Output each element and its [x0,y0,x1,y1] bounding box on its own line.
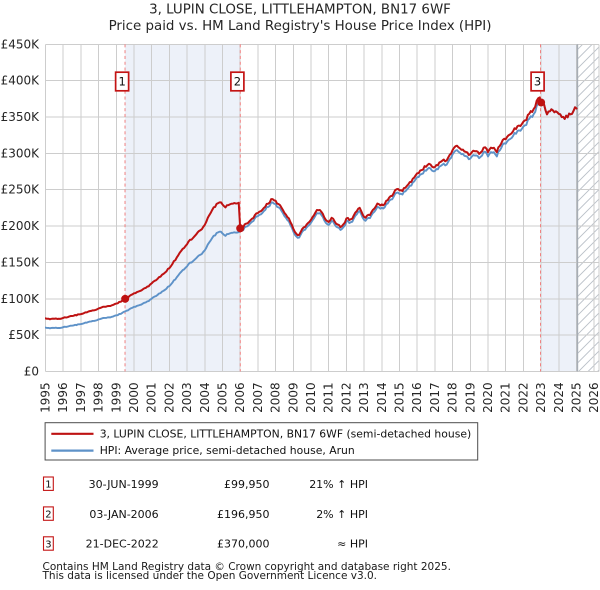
row-price-3: £370,000 [217,538,270,551]
transaction-label-box-2 [230,71,245,92]
x-tick-2001: 2001 [145,382,159,413]
transaction-label-number-1: 1 [118,75,125,89]
row-date-3: 21-DEC-2022 [86,538,159,551]
y-axis-tick-labels: £0 £50K £100K £150K £200K £250K £300K £350K £400… [1,37,41,378]
x-tick-2012: 2012 [339,382,353,413]
license-footer: Contains HM Land Registry data © Crown c… [42,561,451,582]
y-tick-£300K: £300K [1,146,41,160]
x-tick-2009: 2009 [286,382,300,413]
y-tick-£150K: £150K [1,255,41,269]
x-tick-2017: 2017 [428,382,442,413]
transaction-number-boxes: 1 2 3 [114,71,545,92]
grid-lines [45,43,600,372]
data-series-lines [45,96,578,330]
x-tick-2019: 2019 [463,382,477,413]
y-tick-£50K: £50K [8,328,40,342]
x-tick-2004: 2004 [198,382,212,413]
ownership-shaded-bands [125,44,578,372]
y-tick-£100K: £100K [1,292,41,306]
transaction-markers [121,98,546,303]
x-tick-2014: 2014 [375,382,389,413]
x-axis-tick-labels: 1995 1996 1997 1998 1999 2000 2001 2002 2003 2004… [39,382,600,413]
y-tick-£250K: £250K [1,183,41,197]
x-tick-2013: 2013 [357,382,371,413]
x-tick-1995: 1995 [39,382,53,413]
x-tick-2018: 2018 [446,382,460,413]
table-row: 3 21-DEC-2022 £370,000 ≈ HPI [42,536,368,551]
table-row: 1 30-JUN-1999 £99,950 21% ↑ HPI [42,476,368,491]
transaction-label-3: 3 [530,71,545,92]
x-tick-2025: 2025 [570,382,584,413]
x-tick-2003: 2003 [180,382,194,413]
row-number-3: 3 [45,540,51,551]
x-tick-2005: 2005 [216,382,230,413]
row-price-2: £196,950 [217,508,270,521]
x-tick-2022: 2022 [516,382,530,413]
legend-hpi-label: HPI: Average price, semi-detached house,… [100,444,355,457]
x-tick-2010: 2010 [304,382,318,413]
row-vs-hpi-1: 21% ↑ HPI [309,478,368,491]
x-tick-1996: 1996 [56,382,70,413]
transaction-label-number-2: 2 [234,75,241,89]
transaction-dot-2 [236,224,245,233]
future-hatch-rect [577,44,599,372]
chart-subtitle: Price paid vs. HM Land Registry's House … [109,19,492,34]
y-tick-£200K: £200K [1,219,41,233]
table-row: 2 03-JAN-2006 £196,950 2% ↑ HPI [42,506,368,521]
transaction-dot-1 [121,294,130,303]
transaction-table: 1 30-JUN-1999 £99,950 21% ↑ HPI 2 03-JAN-2006… [42,476,368,551]
transaction-label-1: 1 [114,71,130,92]
row-number-box-1 [42,476,54,491]
row-vs-hpi-2: 2% ↑ HPI [316,508,368,521]
legend-price-label: 3, LUPIN CLOSE, LITTLEHAMPTON, BN17 6WF … [100,427,472,440]
transaction-label-box-3 [530,71,545,92]
footer-line-2: This data is licensed under the Open Gov… [42,570,378,582]
row-number-box-3 [42,536,54,551]
y-tick-£450K: £450K [1,37,41,51]
x-tick-2026: 2026 [587,382,600,413]
footer-line-1: Contains HM Land Registry data © Crown c… [43,561,451,573]
x-tick-2006: 2006 [233,382,247,413]
y-tick-£350K: £350K [1,110,41,124]
x-tick-2008: 2008 [269,382,283,413]
row-number-1: 1 [45,480,51,491]
row-number-2: 2 [45,510,51,521]
x-tick-2007: 2007 [251,382,265,413]
ownership-band-1 [125,44,241,372]
price-series-line [45,96,578,321]
x-tick-2000: 2000 [127,382,141,413]
x-tick-1999: 1999 [109,382,123,413]
legend-box [44,422,479,461]
row-vs-hpi-3: ≈ HPI [337,538,368,551]
row-date-2: 03-JAN-2006 [89,508,158,521]
x-tick-2024: 2024 [552,382,566,413]
transaction-label-2: 2 [230,71,245,92]
x-tick-2016: 2016 [410,382,424,413]
x-tick-2021: 2021 [499,382,513,413]
x-tick-2011: 2011 [322,382,336,413]
row-number-box-2 [42,506,54,521]
transaction-dot-3 [537,98,546,107]
legend: 3, LUPIN CLOSE, LITTLEHAMPTON, BN17 6WF … [44,422,479,461]
row-price-1: £99,950 [224,478,270,491]
hpi-series-line [45,101,578,330]
x-tick-2015: 2015 [393,382,407,413]
x-tick-2020: 2020 [481,382,495,413]
transaction-label-number-3: 3 [534,75,541,89]
x-tick-2002: 2002 [162,382,176,413]
x-tick-2023: 2023 [534,382,548,413]
y-tick-£400K: £400K [1,74,41,88]
row-date-1: 30-JUN-1999 [89,478,159,491]
y-tick-£0: £0 [24,365,39,379]
transaction-label-box-1 [114,71,130,92]
x-tick-1998: 1998 [92,382,106,413]
x-tick-1997: 1997 [74,382,88,413]
future-hatch-region [577,44,599,372]
chart-title: 3, LUPIN CLOSE, LITTLEHAMPTON, BN17 6WF [149,3,451,18]
